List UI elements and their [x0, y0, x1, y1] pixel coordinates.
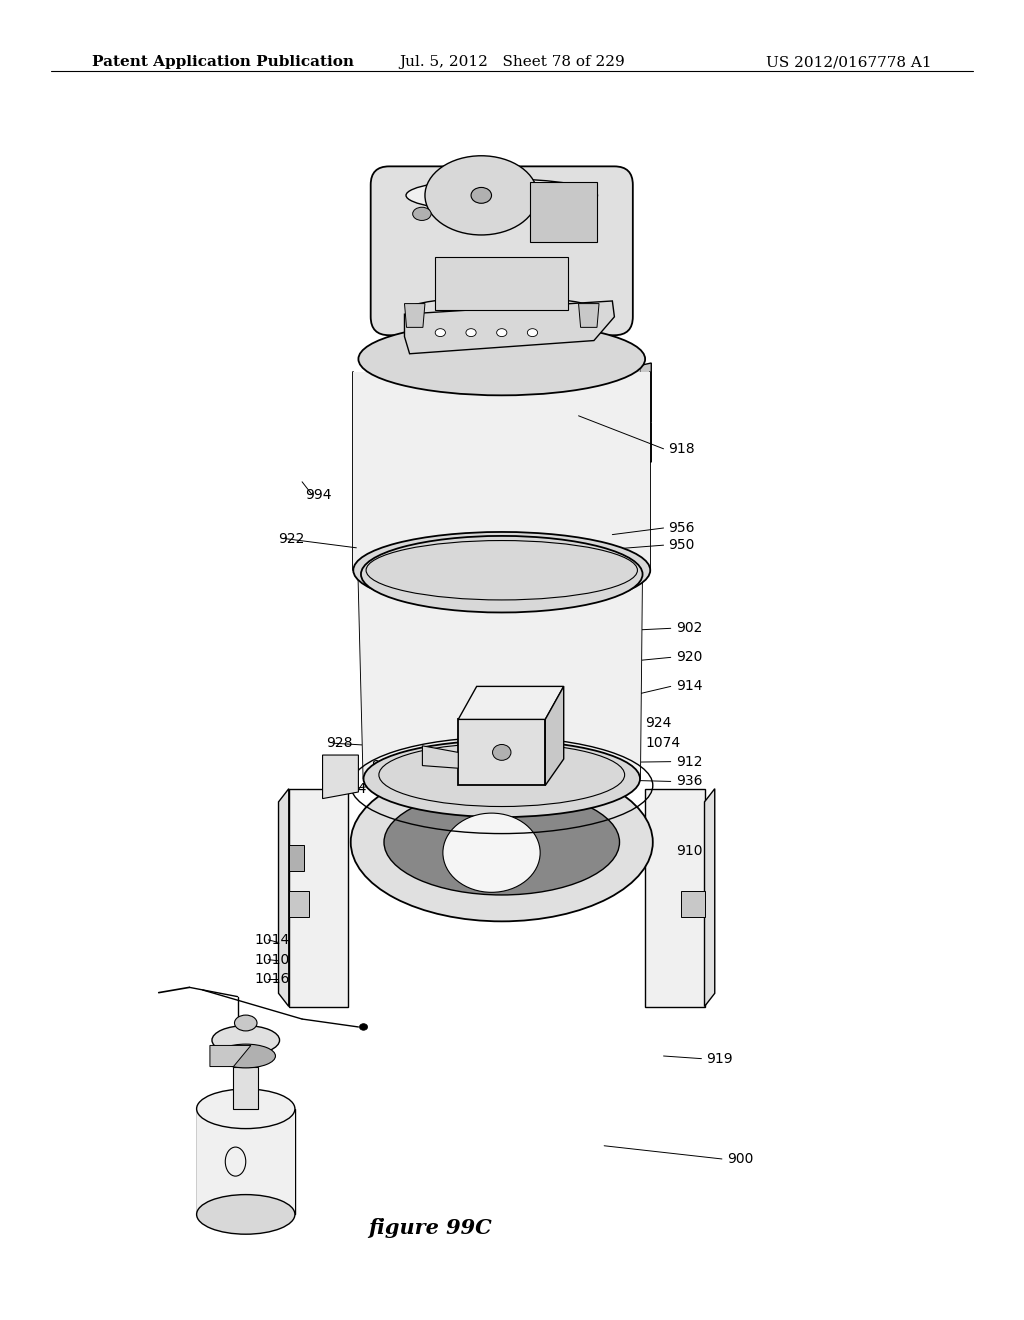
FancyBboxPatch shape — [371, 166, 633, 335]
Ellipse shape — [350, 763, 653, 921]
Ellipse shape — [197, 1195, 295, 1234]
Polygon shape — [289, 891, 309, 917]
Ellipse shape — [364, 741, 640, 817]
Ellipse shape — [442, 813, 541, 892]
Ellipse shape — [413, 207, 431, 220]
Polygon shape — [459, 686, 563, 719]
Text: 924: 924 — [645, 717, 672, 730]
Text: Jul. 5, 2012   Sheet 78 of 229: Jul. 5, 2012 Sheet 78 of 229 — [399, 55, 625, 69]
Polygon shape — [645, 789, 705, 1007]
Ellipse shape — [384, 789, 620, 895]
Text: 912: 912 — [676, 755, 702, 768]
Ellipse shape — [466, 329, 476, 337]
Polygon shape — [358, 574, 642, 779]
Polygon shape — [210, 1045, 251, 1067]
Polygon shape — [633, 363, 651, 462]
Text: 910: 910 — [676, 845, 702, 858]
Text: 922: 922 — [279, 532, 305, 545]
Ellipse shape — [406, 180, 598, 213]
Text: US 2012/0167778 A1: US 2012/0167778 A1 — [766, 55, 932, 69]
Text: 950: 950 — [668, 539, 694, 552]
Polygon shape — [422, 746, 459, 768]
Bar — [435, 257, 568, 310]
Bar — [233, 1067, 258, 1109]
Ellipse shape — [212, 1026, 280, 1055]
Polygon shape — [545, 686, 563, 785]
Ellipse shape — [493, 744, 511, 760]
Ellipse shape — [527, 329, 538, 337]
Polygon shape — [289, 845, 304, 871]
Polygon shape — [705, 789, 715, 1007]
Text: 1016: 1016 — [254, 973, 290, 986]
Ellipse shape — [234, 1015, 257, 1031]
Polygon shape — [353, 372, 650, 570]
Text: 932: 932 — [371, 759, 397, 772]
Ellipse shape — [425, 156, 538, 235]
Text: 994: 994 — [305, 488, 332, 502]
Text: 956: 956 — [668, 521, 694, 535]
Polygon shape — [289, 789, 348, 1007]
Text: figure 99C: figure 99C — [369, 1217, 492, 1238]
Ellipse shape — [406, 297, 598, 323]
Ellipse shape — [197, 1089, 295, 1129]
Text: 1010: 1010 — [254, 953, 289, 966]
Polygon shape — [279, 789, 289, 1007]
Text: 920: 920 — [676, 651, 702, 664]
Polygon shape — [358, 403, 379, 462]
Polygon shape — [579, 304, 599, 327]
Text: 1074: 1074 — [645, 737, 680, 750]
Text: 928: 928 — [326, 737, 352, 750]
Text: 902: 902 — [676, 622, 702, 635]
Ellipse shape — [216, 1044, 275, 1068]
Polygon shape — [404, 301, 614, 354]
Text: 936: 936 — [676, 775, 702, 788]
Ellipse shape — [360, 536, 643, 612]
Polygon shape — [404, 304, 425, 327]
Ellipse shape — [359, 1024, 368, 1030]
Ellipse shape — [497, 329, 507, 337]
Polygon shape — [369, 367, 635, 403]
Bar — [530, 182, 597, 242]
Ellipse shape — [435, 329, 445, 337]
Bar — [459, 719, 545, 785]
Polygon shape — [681, 891, 705, 917]
Text: 900: 900 — [727, 1152, 754, 1166]
Ellipse shape — [353, 532, 650, 609]
Text: 934: 934 — [340, 783, 367, 796]
Polygon shape — [323, 755, 358, 799]
Text: Patent Application Publication: Patent Application Publication — [92, 55, 354, 69]
Text: 1072: 1072 — [479, 825, 514, 838]
Text: 1014: 1014 — [254, 933, 289, 946]
Text: 914: 914 — [676, 680, 702, 693]
Text: 919: 919 — [707, 1052, 733, 1065]
Ellipse shape — [358, 322, 645, 396]
Polygon shape — [197, 1109, 295, 1214]
Text: 918: 918 — [668, 442, 694, 455]
Ellipse shape — [471, 187, 492, 203]
